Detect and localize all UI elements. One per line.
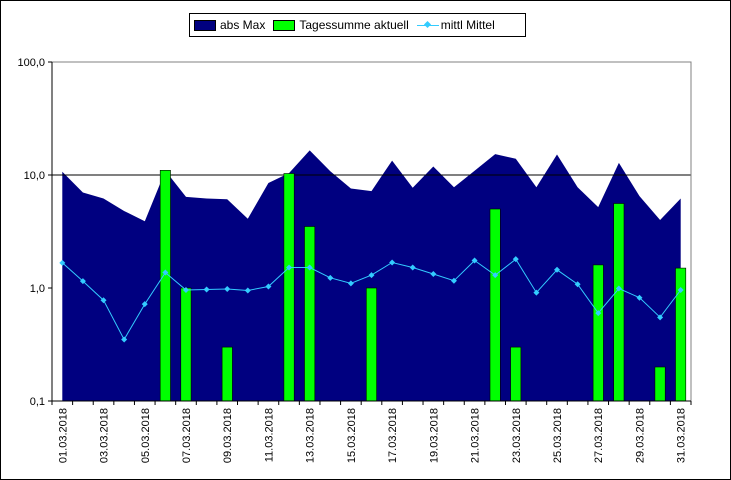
point-mittl-mittel [512, 256, 519, 263]
point-mittl-mittel [100, 297, 107, 304]
point-mittl-mittel [677, 287, 684, 294]
legend-item-mittl-mittel: mittl Mittel [416, 18, 495, 32]
legend-swatch-mittl-mittel [416, 20, 439, 31]
x-tick-label: 05.03.2018 [140, 408, 152, 463]
x-tick-label: 01.03.2018 [57, 408, 69, 463]
point-mittl-mittel [471, 257, 478, 264]
legend-item-abs-max: abs Max [194, 18, 265, 32]
bar-tagessumme [180, 287, 192, 402]
x-tick-label: 27.03.2018 [593, 408, 605, 463]
point-mittl-mittel [327, 274, 334, 281]
bar-tagessumme [159, 170, 171, 402]
bar-tagessumme [221, 346, 233, 402]
point-mittl-mittel [368, 272, 375, 279]
x-tick-label: 23.03.2018 [511, 408, 523, 463]
point-mittl-mittel [657, 314, 664, 321]
point-mittl-mittel [595, 310, 602, 317]
bar-tagessumme [283, 173, 295, 402]
legend: abs Max Tagessumme aktuell mittl Mittel [189, 13, 526, 37]
legend-swatch-tagessumme [273, 19, 296, 31]
legend-item-tagessumme: Tagessumme aktuell [273, 18, 409, 32]
y-tick-label: 0,1 [30, 396, 45, 408]
point-mittl-mittel [265, 283, 272, 290]
point-mittl-mittel [121, 336, 128, 343]
point-mittl-mittel [162, 269, 169, 276]
point-mittl-mittel [306, 264, 313, 271]
x-tick-label: 19.03.2018 [428, 408, 440, 463]
point-mittl-mittel [450, 277, 457, 284]
x-tick-label: 29.03.2018 [634, 408, 646, 463]
x-tick-label: 07.03.2018 [181, 408, 193, 463]
y-tick-label: 10,0 [24, 170, 45, 182]
point-mittl-mittel [79, 278, 86, 285]
point-mittl-mittel [203, 286, 210, 293]
point-mittl-mittel [286, 264, 293, 271]
point-mittl-mittel [615, 285, 622, 292]
point-mittl-mittel [182, 287, 189, 294]
bar-tagessumme [510, 346, 522, 402]
x-tick-label: 31.03.2018 [676, 408, 688, 463]
x-tick-label: 25.03.2018 [552, 408, 564, 463]
x-tick-label: 15.03.2018 [346, 408, 358, 463]
point-mittl-mittel [430, 271, 437, 278]
bar-tagessumme [654, 366, 666, 402]
x-tick-label: 11.03.2018 [263, 408, 275, 462]
point-mittl-mittel [389, 259, 396, 266]
bar-tagessumme [613, 203, 625, 402]
bar-tagessumme [365, 287, 377, 402]
y-tick-label: 100,0 [17, 57, 45, 69]
x-tick-label: 21.03.2018 [470, 408, 482, 463]
bar-tagessumme [304, 226, 316, 402]
point-mittl-mittel [224, 285, 231, 292]
point-mittl-mittel [554, 266, 561, 273]
bar-tagessumme [489, 208, 501, 402]
x-tick-label: 17.03.2018 [387, 408, 399, 463]
point-mittl-mittel [347, 280, 354, 287]
point-mittl-mittel [636, 294, 643, 301]
x-tick-label: 03.03.2018 [99, 408, 111, 463]
point-mittl-mittel [244, 287, 251, 294]
bar-tagessumme [592, 264, 604, 402]
point-mittl-mittel [492, 272, 499, 279]
legend-swatch-abs-max [194, 19, 216, 31]
y-tick-label: 1,0 [30, 283, 45, 295]
point-mittl-mittel [574, 281, 581, 288]
legend-label-tagessumme: Tagessumme aktuell [299, 18, 409, 32]
point-mittl-mittel [409, 264, 416, 271]
point-mittl-mittel [141, 301, 148, 308]
point-mittl-mittel [533, 289, 540, 296]
point-mittl-mittel [59, 259, 66, 266]
legend-label-mittl-mittel: mittl Mittel [440, 18, 495, 32]
x-tick-label: 09.03.2018 [222, 408, 234, 463]
x-tick-label: 13.03.2018 [305, 408, 317, 463]
legend-label-abs-max: abs Max [220, 18, 266, 32]
